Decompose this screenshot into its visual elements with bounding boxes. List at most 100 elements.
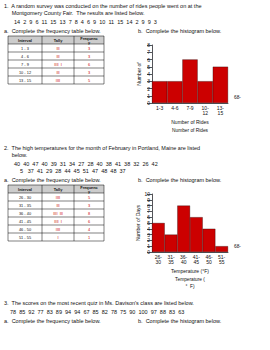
svg-text:Temperature (°F): Temperature (°F) [171,268,209,274]
svg-text:15: 15 [218,110,224,116]
svg-text:b. Complete the histogram bel: b. Complete the histogram below. [138,28,222,34]
svg-text:45: 45 [194,259,200,265]
svg-text:36-: 36- [180,253,188,260]
svg-text:IIII: IIII [56,227,60,232]
svg-text:Number of: Number of [136,62,142,86]
svg-text:3: 3 [147,78,150,84]
svg-text:2: 2 [147,86,150,92]
svg-text:a. Complete the frequency tab: a. Complete the frequency table below. [4,318,101,324]
svg-text:10 - 12: 10 - 12 [19,70,31,75]
svg-text:5 37 41 29 28 44 45 51: 5 37 41 29 28 44 45 51 47 48 48 37 [14,168,126,174]
svg-text:55: 55 [219,259,225,265]
svg-text:1: 1 [88,235,90,240]
svg-text:3: 3 [88,46,90,51]
svg-text:IIII: IIII [56,78,60,83]
svg-text:10: 10 [144,191,150,197]
svg-text:41 - 45: 41 - 45 [19,219,31,224]
svg-text:6: 6 [88,219,90,224]
svg-text:13 - 15: 13 - 15 [19,78,31,83]
svg-text:9: 9 [147,197,150,203]
svg-text:6: 6 [147,214,150,220]
svg-text:8: 8 [147,42,150,48]
svg-text:IIII I: IIII I [54,62,62,67]
svg-text:IIII III: IIII III [53,211,63,216]
svg-text:7: 7 [147,208,150,214]
svg-text:10-: 10- [201,104,209,111]
svg-text:IIII: IIII [56,195,60,200]
svg-text:a. Complete the frequency tab: a. Complete the frequency table below. [4,28,101,34]
svg-text:5: 5 [88,195,90,200]
svg-text:51 - 55: 51 - 55 [19,235,31,240]
svg-text:1: 1 [147,93,150,99]
svg-text:35: 35 [168,259,174,265]
svg-text:26-: 26- [154,253,162,260]
svg-text:6: 6 [147,57,150,63]
svg-text:68-: 68- [234,244,241,249]
svg-text:3: 3 [88,54,90,59]
svg-text:7 - 9: 7 - 9 [21,62,29,67]
svg-text:1: 1 [147,243,150,249]
svg-text:2: 2 [147,237,150,243]
svg-text:4: 4 [147,226,150,232]
svg-text:4: 4 [88,227,91,232]
svg-text:36 - 40: 36 - 40 [19,211,32,216]
svg-text:III: III [56,54,59,59]
svg-text:2. The high temperatures for: 2. The high temperatures for the month o… [4,145,200,151]
svg-text:50: 50 [206,259,212,265]
svg-text:3: 3 [88,203,90,208]
svg-text:7-9: 7-9 [186,105,193,111]
svg-text:Number of Days: Number of Days [135,204,141,241]
svg-text:4 - 6: 4 - 6 [21,54,29,59]
svg-text:31-: 31- [167,253,175,260]
svg-text:40 40 47 40 39 31 34 27: 40 40 47 40 39 31 34 27 28 40 38 41 38 3… [14,161,158,167]
svg-text:13-: 13- [216,104,224,111]
svg-text:y: y [88,40,91,45]
svg-text:1. A random survey was conduc: 1. A random survey was conducted on the … [4,3,202,9]
svg-text:1 - 3: 1 - 3 [21,46,29,51]
svg-text:3: 3 [88,70,90,75]
svg-text:b. Complete the histogram bel: b. Complete the histogram below. [138,177,222,183]
svg-text:below.: below. [4,152,28,158]
svg-text:y: y [88,189,91,194]
svg-text:Tally: Tally [54,187,63,192]
svg-text:a. Complete the frequency tab: a. Complete the frequency table below. [4,177,101,183]
svg-text:3. The scores on the most rec: 3. The scores on the most recent quiz in… [4,300,194,306]
svg-text:1-3: 1-3 [156,105,163,111]
svg-text:3: 3 [147,232,150,238]
svg-text:IIII I: IIII I [54,219,62,224]
svg-text:8: 8 [88,211,90,216]
svg-text:5: 5 [147,64,150,70]
svg-text:5: 5 [147,220,150,226]
svg-text:° F): ° F) [185,284,195,289]
svg-text:5: 5 [88,78,90,83]
svg-text:12: 12 [202,110,208,116]
svg-text:8: 8 [147,203,150,209]
svg-text:Tally: Tally [54,38,63,43]
svg-text:68-: 68- [234,95,241,100]
svg-text:0: 0 [147,249,150,255]
svg-text:40: 40 [181,259,187,265]
svg-text:7: 7 [147,49,150,55]
svg-text:0: 0 [147,100,150,106]
svg-text:31 - 35: 31 - 35 [19,203,31,208]
svg-text:III: III [56,46,59,51]
svg-text:III: III [56,70,59,75]
svg-text:b. Complete the histogram bel: b. Complete the histogram below. [138,318,222,324]
svg-text:6: 6 [88,62,90,67]
svg-text:46 - 50: 46 - 50 [19,227,32,232]
svg-text:Temperature (: Temperature ( [175,277,205,282]
svg-text:78 85 92 77 83 89 94 94: 78 85 92 77 83 89 94 94 67 85 82 78 75 9… [10,309,184,315]
svg-text:Interval: Interval [18,187,32,192]
svg-text:Interval: Interval [18,38,32,43]
svg-text:4-6: 4-6 [171,105,178,111]
svg-text:III: III [56,203,59,208]
svg-text:Montgomery County Fair. The r: Montgomery County Fair. The results are … [4,10,145,16]
svg-text:41-: 41- [192,253,200,260]
svg-text:30: 30 [156,259,162,265]
svg-text:14 2 9 6 11 15 13 7 8: 14 2 9 6 11 15 13 7 8 4 6 9 10 11 15 14 … [14,19,157,25]
svg-text:Number of Rides: Number of Rides [171,119,209,125]
svg-text:I: I [57,235,58,240]
svg-text:Number of Rides: Number of Rides [172,128,209,133]
svg-text:26 - 30: 26 - 30 [19,195,32,200]
svg-text:4: 4 [147,71,150,77]
